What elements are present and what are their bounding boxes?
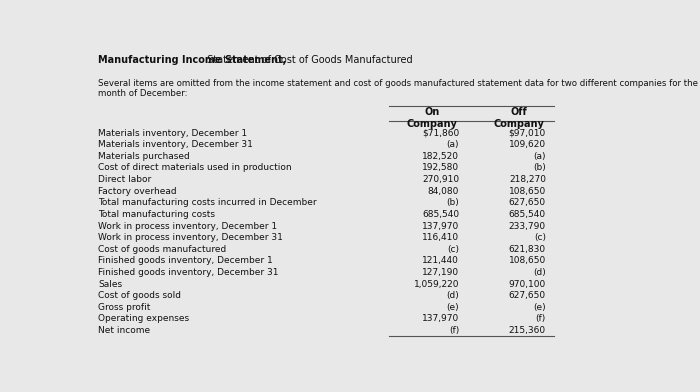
Text: Direct labor: Direct labor (98, 175, 152, 184)
Text: Work in process inventory, December 31: Work in process inventory, December 31 (98, 233, 284, 242)
Text: Company: Company (407, 119, 457, 129)
Text: Several items are omitted from the income statement and cost of goods manufactur: Several items are omitted from the incom… (98, 79, 699, 98)
Text: 137,970: 137,970 (422, 314, 459, 323)
Text: 627,650: 627,650 (509, 198, 546, 207)
Text: (c): (c) (534, 233, 546, 242)
Text: 84,080: 84,080 (428, 187, 459, 196)
Text: (d): (d) (533, 268, 546, 277)
Text: On: On (424, 107, 440, 118)
Text: Cost of goods sold: Cost of goods sold (98, 291, 181, 300)
Text: 116,410: 116,410 (422, 233, 459, 242)
Text: 182,520: 182,520 (422, 152, 459, 161)
Text: 1,059,220: 1,059,220 (414, 279, 459, 289)
Text: 685,540: 685,540 (422, 210, 459, 219)
Text: (a): (a) (447, 140, 459, 149)
Text: (c): (c) (447, 245, 459, 254)
Text: (b): (b) (533, 163, 546, 172)
Text: $71,860: $71,860 (422, 129, 459, 138)
Text: 108,650: 108,650 (509, 187, 546, 196)
Text: (a): (a) (533, 152, 546, 161)
Text: 215,360: 215,360 (509, 326, 546, 335)
Text: Total manufacturing costs: Total manufacturing costs (98, 210, 216, 219)
Text: (e): (e) (447, 303, 459, 312)
Text: Company: Company (494, 119, 544, 129)
Text: 218,270: 218,270 (509, 175, 546, 184)
Text: (b): (b) (447, 198, 459, 207)
Text: $97,010: $97,010 (509, 129, 546, 138)
Text: Off: Off (510, 107, 527, 118)
Text: 621,830: 621,830 (509, 245, 546, 254)
Text: Net income: Net income (98, 326, 150, 335)
Text: Factory overhead: Factory overhead (98, 187, 177, 196)
Text: Cost of direct materials used in production: Cost of direct materials used in product… (98, 163, 292, 172)
Text: 109,620: 109,620 (509, 140, 546, 149)
Text: Finished goods inventory, December 31: Finished goods inventory, December 31 (98, 268, 279, 277)
Text: 127,190: 127,190 (422, 268, 459, 277)
Text: 121,440: 121,440 (422, 256, 459, 265)
Text: 270,910: 270,910 (422, 175, 459, 184)
Text: 137,970: 137,970 (422, 221, 459, 230)
Text: 233,790: 233,790 (509, 221, 546, 230)
Text: 685,540: 685,540 (509, 210, 546, 219)
Text: Total manufacturing costs incurred in December: Total manufacturing costs incurred in De… (98, 198, 317, 207)
Text: Gross profit: Gross profit (98, 303, 150, 312)
Text: Manufacturing Income Statement,: Manufacturing Income Statement, (98, 54, 287, 65)
Text: 627,650: 627,650 (509, 291, 546, 300)
Text: Materials inventory, December 1: Materials inventory, December 1 (98, 129, 248, 138)
Text: (f): (f) (536, 314, 546, 323)
Text: 970,100: 970,100 (509, 279, 546, 289)
Text: Operating expenses: Operating expenses (98, 314, 190, 323)
Text: Sales: Sales (98, 279, 122, 289)
Text: Cost of goods manufactured: Cost of goods manufactured (98, 245, 227, 254)
Text: (f): (f) (449, 326, 459, 335)
Text: (e): (e) (533, 303, 546, 312)
Text: Materials inventory, December 31: Materials inventory, December 31 (98, 140, 253, 149)
Text: Finished goods inventory, December 1: Finished goods inventory, December 1 (98, 256, 273, 265)
Text: 192,580: 192,580 (422, 163, 459, 172)
Text: (d): (d) (447, 291, 459, 300)
Text: Statement of Cost of Goods Manufactured: Statement of Cost of Goods Manufactured (204, 54, 413, 65)
Text: 108,650: 108,650 (509, 256, 546, 265)
Text: Materials purchased: Materials purchased (98, 152, 190, 161)
Text: Work in process inventory, December 1: Work in process inventory, December 1 (98, 221, 277, 230)
